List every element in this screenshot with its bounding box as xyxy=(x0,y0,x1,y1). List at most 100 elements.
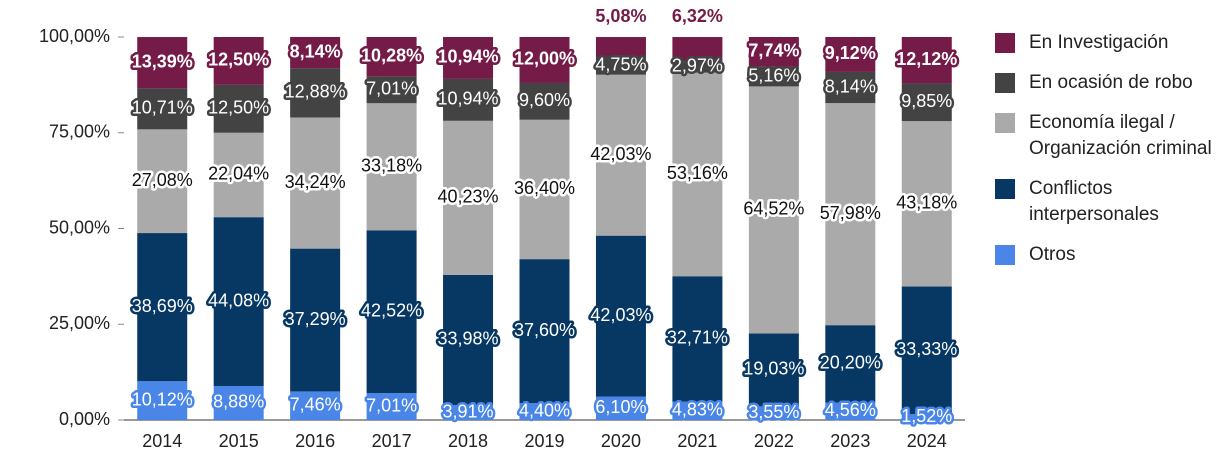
bar-segment xyxy=(290,68,341,118)
bar-segment xyxy=(213,132,264,218)
data-label: 42,52% xyxy=(361,300,422,320)
bar-segment xyxy=(443,78,494,121)
legend-label: En ocasión de robo xyxy=(1029,72,1193,93)
bar-segment xyxy=(213,84,264,133)
data-label: 9,12% xyxy=(825,43,876,63)
data-label: 4,40% xyxy=(519,400,570,420)
data-label: 7,46% xyxy=(290,394,341,414)
data-label: 10,94% xyxy=(438,89,499,109)
x-tick-label: 2015 xyxy=(219,431,259,451)
bar-segment xyxy=(213,217,264,386)
data-label: 9,60% xyxy=(519,90,570,110)
bar-segment xyxy=(672,401,723,420)
data-label: 37,29% xyxy=(285,309,346,329)
data-label: 37,60% xyxy=(514,320,575,340)
bar-segment xyxy=(901,37,952,84)
data-label: 7,01% xyxy=(366,395,417,415)
y-tick-label: 50,00% xyxy=(49,217,110,237)
data-label: 43,18% xyxy=(896,193,957,213)
data-label: 12,88% xyxy=(285,82,346,102)
bar-segment xyxy=(595,37,646,57)
bar-segment xyxy=(595,396,646,420)
bar-segment xyxy=(825,103,876,326)
bar-segment xyxy=(901,414,952,420)
data-label: 6,32% xyxy=(672,6,723,26)
bar-segment xyxy=(137,88,188,130)
bar-segment xyxy=(672,276,723,402)
bar-segment xyxy=(290,391,341,420)
data-label: 8,88% xyxy=(213,392,264,412)
legend-item: En Investigación xyxy=(995,30,1227,56)
bar-segment xyxy=(443,405,494,420)
bar-segment xyxy=(213,37,264,85)
bar-segment xyxy=(595,56,646,75)
data-label: 7,01% xyxy=(366,79,417,99)
x-tick-label: 2016 xyxy=(295,431,335,451)
bar-segment xyxy=(290,36,341,69)
data-label: 53,16% xyxy=(667,163,728,183)
legend-label: Conflictos interpersonales xyxy=(1029,178,1159,225)
data-label: 19,03% xyxy=(743,359,804,379)
bar-segment xyxy=(519,82,570,120)
bar-segment xyxy=(443,37,494,79)
legend-item: Conflictos interpersonales xyxy=(995,176,1227,228)
data-label: 34,24% xyxy=(285,172,346,192)
data-label: 40,23% xyxy=(438,187,499,207)
data-label: 4,75% xyxy=(595,54,646,74)
data-label: 64,52% xyxy=(743,199,804,219)
bar-segment xyxy=(137,129,188,234)
data-label: 8,14% xyxy=(290,41,341,61)
bar-segment xyxy=(366,37,417,77)
data-label: 12,00% xyxy=(514,49,575,69)
data-label: 10,94% xyxy=(438,47,499,67)
y-tick-label: 25,00% xyxy=(49,313,110,333)
bar-segment xyxy=(748,37,799,67)
legend-item: En ocasión de robo xyxy=(995,70,1227,96)
bar-segment xyxy=(519,119,570,260)
legend-label: En Investigación xyxy=(1029,32,1169,53)
data-label: 20,20% xyxy=(820,353,881,373)
data-label: 3,91% xyxy=(443,401,494,421)
data-label: 33,98% xyxy=(438,329,499,349)
x-tick-label: 2014 xyxy=(142,431,182,451)
data-label: 36,40% xyxy=(514,178,575,198)
bar-segment xyxy=(366,230,417,394)
data-label: 10,12% xyxy=(132,389,193,409)
bar-segment xyxy=(672,61,723,73)
data-label: 10,71% xyxy=(132,98,193,118)
bar-segment xyxy=(748,66,799,87)
data-label: 8,14% xyxy=(825,76,876,96)
y-tick-label: 0,00% xyxy=(59,409,110,429)
data-label: 42,03% xyxy=(590,305,651,325)
data-label: 7,74% xyxy=(748,41,799,61)
legend-label: Otros xyxy=(1029,244,1076,265)
bar-segment xyxy=(672,72,723,277)
data-label: 12,50% xyxy=(208,98,269,118)
data-label: 12,50% xyxy=(208,50,269,70)
data-label: 5,16% xyxy=(748,65,799,85)
x-tick-label: 2020 xyxy=(601,431,641,451)
data-label: 13,39% xyxy=(132,51,193,71)
bar-segment xyxy=(443,120,494,275)
bar-segment xyxy=(290,248,341,392)
data-label: 27,08% xyxy=(132,170,193,190)
legend-item: Economía ilegal / Organización criminal xyxy=(995,110,1227,162)
bar-segment xyxy=(825,71,876,104)
data-label: 33,18% xyxy=(361,156,422,176)
data-label: 9,85% xyxy=(901,91,952,111)
x-tick-label: 2017 xyxy=(372,431,412,451)
bar-segment xyxy=(290,117,341,249)
y-tick-label: 75,00% xyxy=(49,122,110,142)
bar-segment xyxy=(366,103,417,231)
x-tick-label: 2018 xyxy=(448,431,488,451)
data-label: 32,71% xyxy=(667,328,728,348)
x-tick-label: 2024 xyxy=(907,431,947,451)
bar-segment xyxy=(443,274,494,406)
bar-segment xyxy=(595,74,646,236)
x-tick-label: 2019 xyxy=(524,431,564,451)
data-label: 57,98% xyxy=(820,203,881,223)
legend-swatch xyxy=(995,113,1015,133)
bar-segment xyxy=(748,333,799,407)
data-label: 3,55% xyxy=(748,402,799,422)
